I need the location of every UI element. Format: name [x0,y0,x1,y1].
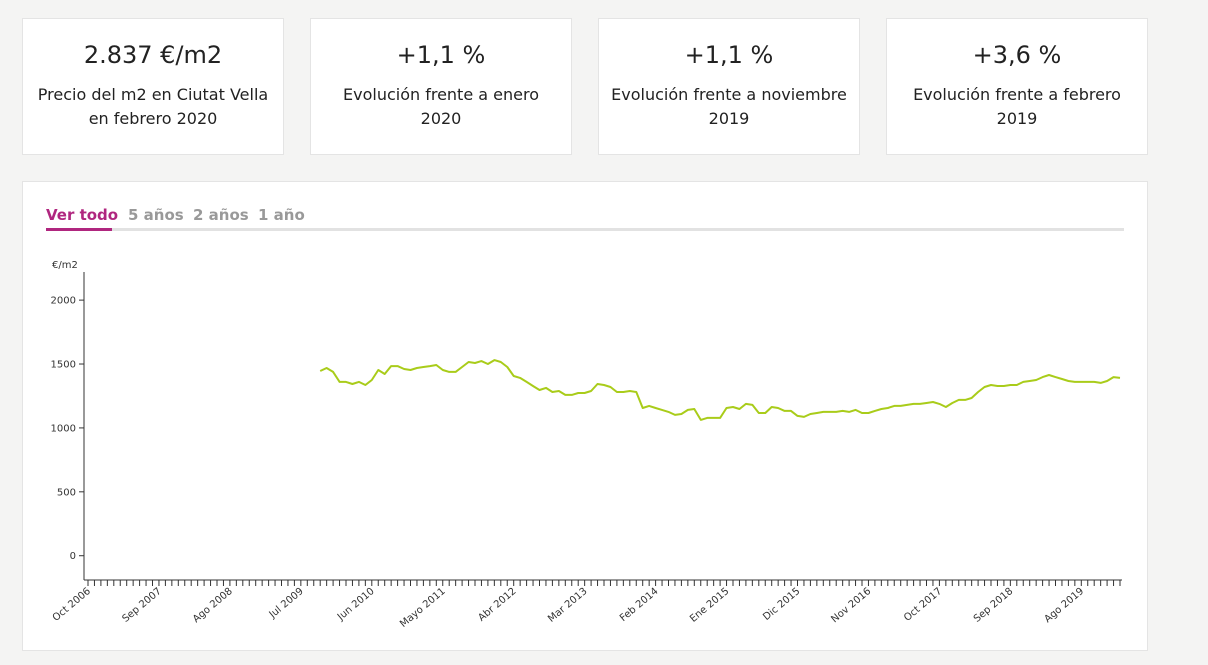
y-tick-label: 0 [70,551,76,562]
card-label: Evolución frente a enero 2020 [343,85,539,128]
x-tick-label: Oct 2006 [51,586,93,624]
x-tick-label: Feb 2014 [618,586,661,624]
x-tick-label: Mayo 2011 [398,586,448,630]
y-axis-label: €/m2 [52,260,78,271]
y-tick-label: 1500 [51,360,76,371]
card-value: +1,1 % [396,41,486,69]
x-tick-label: Oct 2017 [902,586,944,624]
x-tick-label: Nov 2016 [829,586,873,625]
card-label: Evolución frente a noviembre 2019 [611,85,847,128]
card-label: Evolución frente a febrero 2019 [913,85,1121,128]
y-tick-label: 1000 [51,423,76,434]
x-tick-label: Jun 2010 [335,586,377,624]
x-tick-label: Jul 2009 [267,586,306,621]
card-value: +1,1 % [684,41,774,69]
y-tick-label: 500 [57,487,76,498]
x-tick-label: Abr 2012 [476,586,518,624]
stat-card: +1,1 % Evolución frente a noviembre 2019 [598,18,860,155]
x-tick-label: Ago 2019 [1042,586,1086,625]
tab[interactable]: 2 años [193,206,249,224]
tab[interactable]: Ver todo [46,206,119,224]
chart-panel [22,181,1148,651]
x-tick-label: Ago 2008 [191,586,235,625]
tab[interactable]: 1 año [258,206,305,224]
y-tick-label: 2000 [51,296,76,307]
x-tick-label: Ene 2015 [688,586,731,625]
x-tick-label: Mar 2013 [546,586,589,625]
stat-card: +1,1 % Evolución frente a enero 2020 [310,18,572,155]
line-series [319,359,1121,421]
x-tick-label: Sep 2018 [972,586,1015,625]
stat-card: 2.837 €/m2 Precio del m2 en Ciutat Vella … [22,18,284,155]
card-label: Precio del m2 en Ciutat Vella en febrero… [37,85,269,128]
x-tick-label: Dic 2015 [761,586,802,623]
x-tick-label: Sep 2007 [120,586,163,625]
active-tab-indicator [46,228,112,231]
card-value: +3,6 % [972,41,1062,69]
tab-bar [46,228,1124,231]
tab[interactable]: 5 años [128,206,184,224]
card-value: 2.837 €/m2 [83,41,223,69]
stat-card: +3,6 % Evolución frente a febrero 2019 [886,18,1148,155]
